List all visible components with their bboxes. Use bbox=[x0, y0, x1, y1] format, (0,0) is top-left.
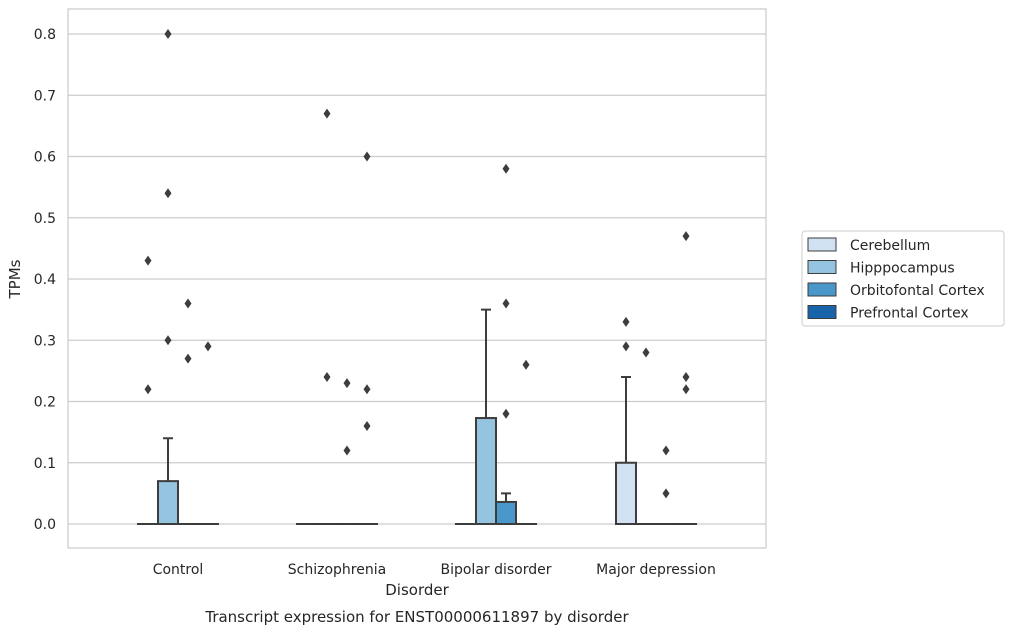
y-tick-label: 0.2 bbox=[34, 395, 56, 411]
outlier-point bbox=[144, 384, 152, 395]
legend-frame bbox=[801, 230, 1005, 327]
outlier-point bbox=[363, 384, 371, 395]
outlier-point bbox=[502, 298, 510, 309]
outlier-point bbox=[522, 359, 530, 370]
outlier-point bbox=[662, 445, 670, 456]
legend-label: Hipppocampus bbox=[850, 261, 955, 277]
legend-swatch bbox=[807, 305, 837, 319]
legend-label: Prefrontal Cortex bbox=[850, 306, 969, 322]
y-tick-label: 0.7 bbox=[34, 88, 56, 104]
outlier-point bbox=[144, 255, 152, 266]
legend-label: Cerebellum bbox=[850, 238, 930, 254]
x-axis-label: Disorder bbox=[385, 581, 449, 599]
box-group bbox=[495, 492, 517, 526]
outlier-point bbox=[502, 163, 510, 174]
outliers bbox=[144, 29, 690, 499]
outlier-point bbox=[343, 378, 351, 389]
box-body bbox=[615, 461, 637, 525]
outlier-point bbox=[622, 316, 630, 327]
chart-caption: Transcript expression for ENST0000061189… bbox=[204, 608, 629, 626]
box-group bbox=[475, 308, 497, 526]
outlier-point bbox=[164, 335, 172, 346]
y-axis-ticks: 0.0 0.1 0.2 0.3 0.4 0.5 0.6 0.7 0.8 bbox=[34, 27, 56, 533]
y-tick-label: 0.6 bbox=[34, 150, 56, 166]
x-tick-label: Major depression bbox=[596, 562, 716, 578]
outlier-point bbox=[363, 421, 371, 431]
boxes bbox=[137, 308, 697, 526]
outlier-point bbox=[682, 372, 690, 382]
outlier-point bbox=[164, 29, 172, 39]
outlier-point bbox=[184, 353, 192, 364]
legend-swatch bbox=[807, 282, 837, 297]
y-tick-label: 0.0 bbox=[34, 517, 56, 533]
outlier-point bbox=[682, 231, 690, 242]
legend-items: Cerebellum Hipppocampus Orbitofontal Corte… bbox=[807, 237, 985, 322]
box-body bbox=[495, 500, 517, 526]
outlier-point bbox=[323, 372, 331, 382]
x-axis-ticks: Control Schizophrenia Bipolar disorder Majo… bbox=[153, 562, 716, 578]
outlier-point bbox=[682, 384, 690, 395]
y-tick-label: 0.3 bbox=[34, 333, 56, 349]
box-body bbox=[157, 480, 179, 525]
box-group bbox=[157, 437, 179, 525]
outlier-point bbox=[363, 151, 371, 162]
y-tick-label: 0.4 bbox=[34, 272, 56, 288]
outlier-point bbox=[502, 408, 510, 419]
y-tick-label: 0.1 bbox=[34, 456, 56, 472]
y-tick-label: 0.5 bbox=[34, 211, 56, 227]
legend-swatch bbox=[807, 260, 837, 274]
x-tick-label: Schizophrenia bbox=[288, 562, 386, 578]
outlier-point bbox=[184, 298, 192, 309]
outlier-point bbox=[642, 347, 650, 358]
y-axis-label: TPMs bbox=[6, 259, 24, 299]
legend-label: Orbitofontal Cortex bbox=[850, 283, 985, 299]
outlier-point bbox=[662, 488, 670, 499]
outlier-point bbox=[164, 188, 172, 199]
y-tick-label: 0.8 bbox=[34, 27, 56, 43]
legend-swatch bbox=[807, 237, 837, 252]
outlier-point bbox=[343, 445, 351, 456]
outlier-point bbox=[323, 108, 331, 119]
outlier-point bbox=[622, 341, 630, 352]
legend: Cerebellum Hipppocampus Orbitofontal Corte… bbox=[801, 230, 1005, 327]
plot-area-frame bbox=[67, 8, 767, 549]
x-tick-label: Bipolar disorder bbox=[440, 562, 551, 578]
outlier-point bbox=[204, 341, 212, 352]
x-tick-label: Control bbox=[153, 562, 204, 578]
box-group bbox=[615, 376, 637, 525]
box-body bbox=[475, 417, 497, 526]
